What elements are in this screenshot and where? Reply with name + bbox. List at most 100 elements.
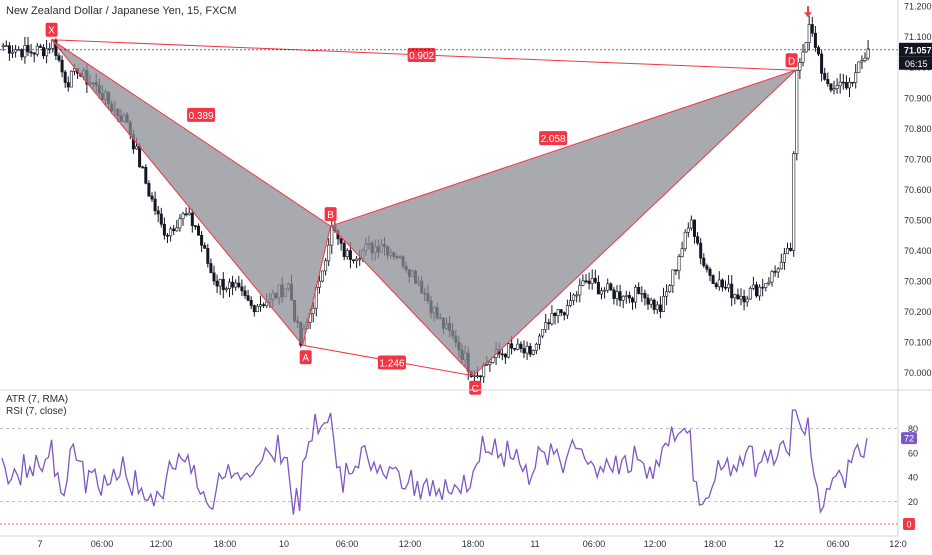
- candle-down: [587, 280, 591, 284]
- candle-up: [686, 227, 690, 233]
- candle-up: [785, 247, 789, 255]
- candle: [596, 275, 600, 295]
- candle: [178, 214, 182, 232]
- rsi-tick-label: 80: [908, 424, 918, 434]
- candle-up: [795, 69, 799, 154]
- candle: [342, 240, 346, 261]
- candle: [568, 292, 572, 308]
- time-tick-label: 12:00: [644, 539, 667, 549]
- candle: [795, 69, 799, 161]
- candle-down: [813, 32, 817, 48]
- rsi-tick-label: 20: [908, 497, 918, 507]
- candle-down: [63, 71, 67, 83]
- candle-up: [45, 48, 49, 57]
- candle-up: [683, 231, 687, 250]
- candle: [630, 296, 634, 310]
- candle-down: [38, 45, 42, 48]
- candle-up: [624, 295, 628, 297]
- candle-down: [144, 166, 148, 184]
- candle-up: [739, 296, 743, 300]
- candle: [159, 207, 163, 228]
- candle: [807, 15, 811, 51]
- candle: [516, 338, 520, 351]
- candle-down: [147, 183, 151, 197]
- candle: [671, 269, 675, 293]
- candle-up: [572, 294, 576, 301]
- candle-up: [792, 153, 796, 251]
- price-tick-label: 70.500: [904, 215, 932, 225]
- candle: [776, 267, 780, 278]
- candle-up: [863, 57, 867, 61]
- price-tick-label: 71.200: [904, 2, 932, 12]
- candle-down: [761, 286, 765, 289]
- candle: [578, 278, 582, 303]
- candle: [637, 282, 641, 295]
- candle-up: [324, 260, 328, 272]
- countdown-badge: [899, 56, 932, 70]
- candle-down: [674, 269, 678, 272]
- candle: [237, 275, 241, 289]
- candle-up: [317, 280, 321, 288]
- candle: [38, 43, 42, 48]
- candle-down: [646, 297, 650, 305]
- candle: [742, 289, 746, 311]
- candle: [652, 298, 656, 315]
- candle-down: [708, 268, 712, 276]
- candle-down: [637, 286, 641, 294]
- candle-down: [609, 283, 613, 291]
- candle: [355, 256, 359, 269]
- rsi-value-badge: [901, 432, 917, 445]
- rsi-value-text: 72: [904, 434, 914, 444]
- candle: [48, 42, 52, 54]
- candle-down: [166, 234, 170, 237]
- rsi-tick-label: 40: [908, 473, 918, 483]
- candle-down: [696, 236, 700, 244]
- candle-down: [720, 279, 724, 288]
- candle: [866, 40, 870, 61]
- candle-up: [680, 248, 684, 257]
- candle-down: [138, 145, 142, 168]
- point-label-d-text: D: [788, 56, 795, 67]
- atr-value-text: 0: [906, 520, 911, 530]
- candle: [29, 44, 33, 57]
- candle-down: [153, 198, 157, 212]
- candle-up: [578, 285, 582, 296]
- ratio-label-bcd-text: 2.058: [541, 134, 566, 145]
- rsi-legend: RSI (7, close): [6, 406, 67, 417]
- candle-up: [804, 42, 808, 53]
- candle-up: [581, 280, 585, 286]
- harmonic-pattern[interactable]: X A B C D 0.389 2.058 1.246 0.902: [45, 22, 798, 395]
- chart-overlay: [0, 6, 898, 51]
- candle-up: [14, 49, 18, 53]
- candle: [243, 285, 247, 299]
- candle-up: [4, 45, 8, 47]
- candle-up: [748, 287, 752, 300]
- candle-down: [203, 245, 207, 249]
- candle-down: [826, 79, 830, 84]
- candle-down: [742, 296, 746, 303]
- ratio-label-xad: 0.902: [407, 47, 436, 62]
- time-tick-label: 12:0: [889, 539, 907, 549]
- candle-down: [503, 353, 507, 358]
- candle-down: [150, 195, 154, 200]
- time-tick-label: 18:00: [462, 539, 485, 549]
- candle-down: [816, 47, 820, 55]
- candle-up: [838, 81, 842, 87]
- candle: [206, 243, 210, 268]
- price-tick-label: 70.700: [904, 154, 932, 164]
- candle: [200, 231, 204, 252]
- candle-down: [810, 24, 814, 34]
- point-label-c-text: C: [472, 384, 479, 395]
- candle-down: [618, 291, 622, 301]
- candle-up: [358, 258, 362, 261]
- candle-down: [841, 81, 845, 84]
- candle-down: [584, 280, 588, 283]
- candle: [513, 347, 517, 352]
- ratio-label-bcd-bg: [539, 131, 568, 146]
- candle: [844, 75, 848, 91]
- candle: [823, 67, 827, 81]
- candle: [727, 275, 731, 293]
- candle-up: [525, 345, 529, 354]
- candle: [758, 284, 762, 301]
